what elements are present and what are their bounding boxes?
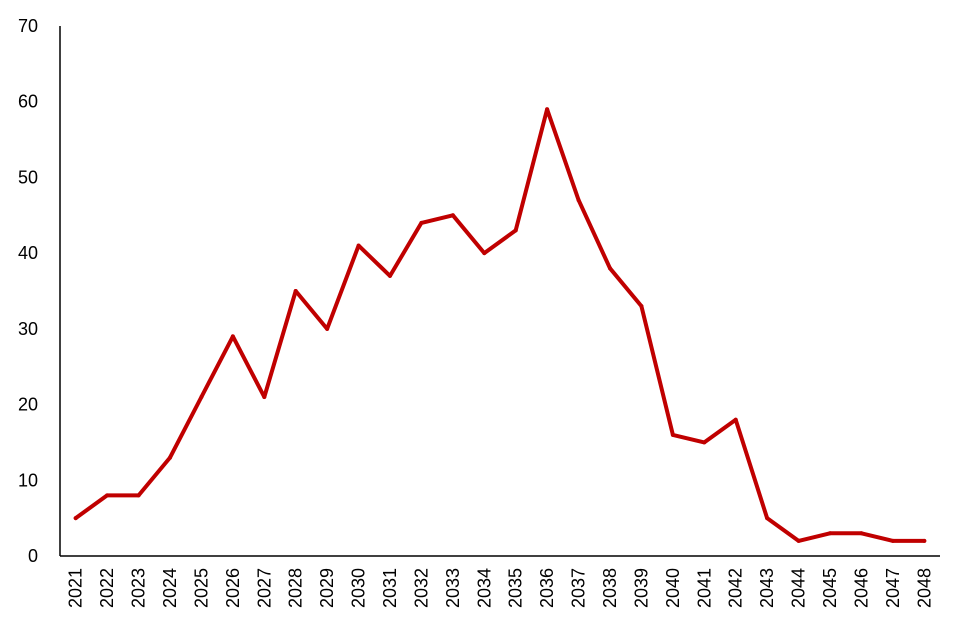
x-tick-label: 2023 [129, 568, 149, 608]
x-tick-label: 2034 [474, 568, 494, 608]
x-tick-label: 2032 [411, 568, 431, 608]
x-tick-label: 2036 [537, 568, 557, 608]
data-point [450, 213, 455, 218]
x-tick-label: 2029 [317, 568, 337, 608]
x-tick-label: 2044 [789, 568, 809, 608]
data-point [199, 395, 204, 399]
x-tick-label: 2047 [883, 568, 903, 608]
y-tick-label: 70 [18, 16, 38, 36]
y-tick-label: 40 [18, 243, 38, 263]
data-point [733, 417, 738, 422]
y-tick-label: 50 [18, 167, 38, 187]
x-tick-label: 2033 [443, 568, 463, 608]
x-tick-label: 2027 [254, 568, 274, 608]
y-tick-label: 10 [18, 470, 38, 490]
data-point [576, 198, 581, 203]
x-axis-ticks: 2021 2022 2023 2024 2025 2026 2027 2028 2029 2030… [66, 568, 935, 608]
x-tick-label: 2037 [569, 568, 589, 608]
data-point [513, 228, 518, 233]
data-point [670, 432, 675, 437]
data-point [922, 538, 927, 543]
data-point [545, 107, 550, 112]
x-tick-label: 2026 [223, 568, 243, 608]
y-tick-label: 60 [18, 92, 38, 112]
data-point [796, 538, 801, 543]
y-axis-ticks: 0 10 20 30 40 50 60 70 [18, 16, 38, 566]
y-tick-label: 20 [18, 395, 38, 415]
data-point [482, 251, 487, 256]
data-point [890, 538, 895, 543]
data-point [859, 531, 864, 536]
x-tick-label: 2039 [631, 568, 651, 608]
x-tick-label: 2038 [600, 568, 620, 608]
data-point [293, 289, 298, 293]
x-tick-label: 2028 [286, 568, 306, 608]
data-point [828, 531, 832, 536]
data-point [388, 273, 392, 278]
data-point [702, 440, 707, 445]
x-tick-label: 2031 [380, 568, 400, 608]
data-point [168, 455, 172, 460]
series-line [73, 107, 927, 543]
data-points [73, 107, 927, 543]
data-point [230, 334, 235, 339]
x-tick-label: 2045 [820, 568, 840, 608]
y-tick-label: 30 [18, 319, 38, 339]
x-tick-label: 2048 [914, 568, 934, 608]
data-point [325, 326, 330, 331]
x-tick-label: 2043 [757, 568, 777, 608]
data-point [262, 395, 267, 399]
x-tick-label: 2030 [349, 568, 369, 608]
data-point [73, 516, 78, 521]
data-point [419, 220, 424, 225]
data-point [105, 493, 110, 498]
x-tick-label: 2040 [663, 568, 683, 608]
data-point [765, 516, 770, 521]
x-tick-label: 2022 [97, 568, 117, 608]
x-tick-label: 2041 [694, 568, 714, 608]
x-tick-label: 2042 [726, 568, 746, 608]
data-point [608, 266, 612, 271]
data-point [356, 243, 361, 248]
x-tick-label: 2024 [160, 568, 180, 608]
x-tick-label: 2035 [506, 568, 526, 608]
y-tick-label: 0 [28, 546, 38, 566]
x-tick-label: 2046 [851, 568, 871, 608]
data-point [639, 304, 644, 309]
x-tick-label: 2021 [66, 568, 86, 608]
data-point [136, 493, 141, 498]
x-tick-label: 2025 [191, 568, 211, 608]
